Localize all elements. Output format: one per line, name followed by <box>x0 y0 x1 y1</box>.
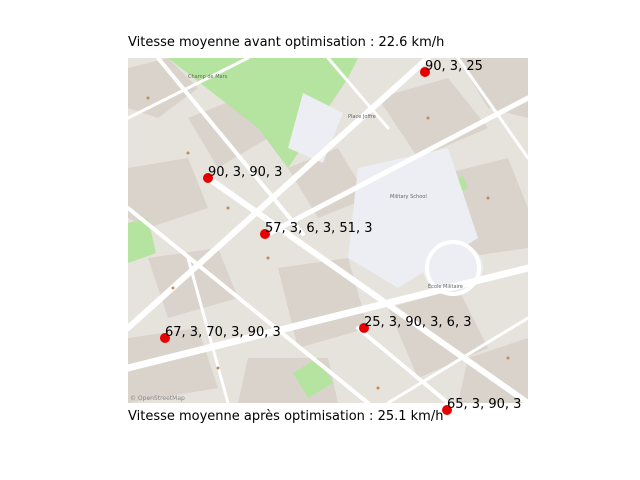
intersection-marker[interactable] <box>160 333 170 343</box>
intersection-label: 90, 3, 25 <box>425 59 483 74</box>
place-label-place-joffre: Place Joffre <box>348 114 376 120</box>
title-after-optimization: Vitesse moyenne après optimisation : 25.… <box>128 409 444 424</box>
intersection-marker[interactable] <box>442 405 452 415</box>
intersection-marker[interactable] <box>260 229 270 239</box>
title-before-optimization: Vitesse moyenne avant optimisation : 22.… <box>128 35 445 50</box>
intersection-label: 57, 3, 6, 3, 51, 3 <box>265 221 373 236</box>
intersection-label: 67, 3, 70, 3, 90, 3 <box>165 325 281 340</box>
place-label-military-school: Military School <box>390 194 427 200</box>
intersection-label: 25, 3, 90, 3, 6, 3 <box>364 315 472 330</box>
map-view[interactable]: Military School Champ de Mars École Mili… <box>128 58 528 403</box>
intersection-marker[interactable] <box>203 173 213 183</box>
place-label-ecole-militaire: École Militaire <box>428 282 463 290</box>
intersection-label: 65, 3, 90, 3 <box>447 397 522 412</box>
intersection-label: 90, 3, 90, 3 <box>208 165 283 180</box>
intersection-marker[interactable] <box>359 323 369 333</box>
map-background: Military School Champ de Mars École Mili… <box>128 58 528 403</box>
place-label-champ-de-mars: Champ de Mars <box>188 74 228 80</box>
map-attribution: © OpenStreetMap <box>130 395 185 402</box>
intersection-marker[interactable] <box>420 67 430 77</box>
